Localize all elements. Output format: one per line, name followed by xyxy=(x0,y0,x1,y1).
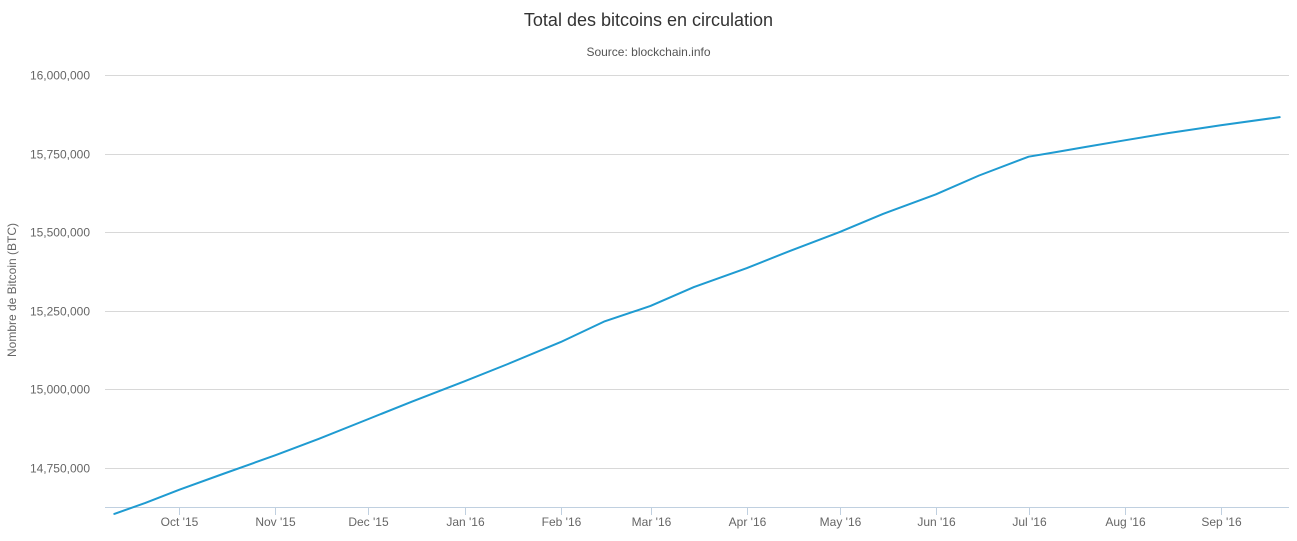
x-tick-label: Sep '16 xyxy=(1201,515,1242,529)
y-tick-label: 15,000,000 xyxy=(30,383,90,397)
x-tick-label: Jun '16 xyxy=(917,515,956,529)
y-axis-title: Nombre de Bitcoin (BTC) xyxy=(5,223,19,357)
chart-title: Total des bitcoins en circulation xyxy=(523,10,774,30)
y-tick-label: 15,750,000 xyxy=(30,148,90,162)
x-tick-label: Feb '16 xyxy=(542,515,582,529)
y-axis-tick-labels: 14,750,000 15,000,000 15,250,000 15,500,000… xyxy=(30,69,90,476)
x-tick-label: Dec '15 xyxy=(348,515,389,529)
x-tick-label: Jan '16 xyxy=(446,515,485,529)
y-tick-label: 14,750,000 xyxy=(30,462,90,476)
y-tick-label: 15,250,000 xyxy=(30,305,90,319)
y-tick-label: 16,000,000 xyxy=(30,69,90,83)
x-tick-label: Jul '16 xyxy=(1012,515,1047,529)
x-tick-label: May '16 xyxy=(820,515,862,529)
x-tick-label: Oct '15 xyxy=(161,515,199,529)
chart-subtitle: Source: blockchain.info xyxy=(586,45,711,59)
series-layer[interactable] xyxy=(113,116,1281,515)
x-tick-label: Aug '16 xyxy=(1105,515,1146,529)
series-line[interactable] xyxy=(113,116,1281,515)
x-axis: Oct '15 Nov '15 Dec '15 Jan '16 Feb '16 Mar '… xyxy=(105,507,1289,529)
x-tick-label: Mar '16 xyxy=(632,515,672,529)
y-tick-label: 15,500,000 xyxy=(30,226,90,240)
x-tick-label: Nov '15 xyxy=(255,515,296,529)
gridlines xyxy=(105,75,1289,469)
x-tick-label: Apr '16 xyxy=(729,515,767,529)
